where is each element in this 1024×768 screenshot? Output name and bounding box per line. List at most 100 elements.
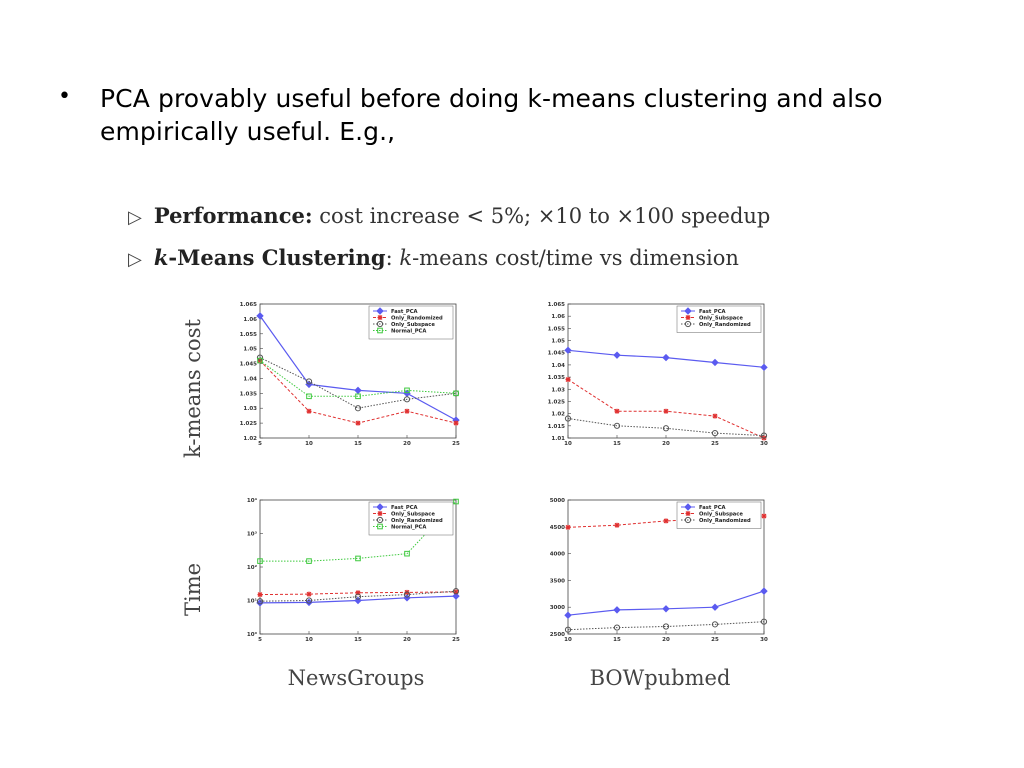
data-point (565, 524, 571, 530)
data-point (564, 626, 572, 633)
data-point (355, 393, 361, 400)
y-tick-label: 1.055 (548, 326, 566, 332)
sub-item-k-bold: k (153, 245, 169, 270)
chart-bowpubmed-cost: 1.01 1.015 1.02 1.025 1.03 1.035 1.04 1.045 1.05… (548, 302, 768, 447)
data-point (711, 430, 719, 437)
data-point (564, 346, 572, 354)
legend-label: Only_Randomized (699, 518, 751, 524)
y-tick-label: 1.03 (243, 406, 257, 412)
x-tick-label: 10 (564, 637, 572, 643)
series-only-randomized (564, 415, 768, 439)
legend-label: Only_Subspace (391, 512, 435, 518)
data-point (613, 606, 621, 614)
bullet-text: PCA provably useful before doing k-means… (100, 84, 883, 146)
y-tick-label: 1.01 (551, 436, 565, 442)
legend-label: Normal_PCA (391, 525, 426, 531)
bullet-marker: • (58, 84, 71, 109)
data-point (761, 513, 767, 519)
series-line (259, 591, 457, 596)
x-tick-label: 5 (258, 441, 262, 447)
data-point (614, 522, 620, 528)
data-point (711, 621, 719, 628)
legend-label: Only_Randomized (391, 316, 443, 322)
series-fast-pca (564, 587, 768, 619)
y-tick-label: 10⁴ (247, 497, 258, 504)
x-tick-label: 5 (258, 637, 262, 643)
data-point (355, 555, 361, 562)
legend-marker (376, 307, 384, 315)
data-point (662, 623, 670, 630)
x-tick-label: 10 (305, 441, 313, 447)
row-label-time: Time (181, 562, 205, 616)
series-fast-pca (564, 346, 768, 372)
y-tick-label: 1.05 (243, 347, 257, 353)
data-point (613, 624, 621, 631)
data-point (614, 408, 620, 414)
sub-item-colon: : (385, 246, 400, 270)
x-tick-label: 25 (711, 441, 719, 447)
y-tick-label: 1.025 (240, 421, 258, 427)
y-tick-label: 1.02 (243, 436, 257, 442)
y-tick-label: 1.055 (240, 332, 258, 338)
data-point (256, 312, 264, 320)
chart-newsgroups-time: 10⁰ 10¹ 10² 10³ 10⁴ 5 10 15 20 25 Fast_PCAOnly_Sub… (247, 497, 460, 643)
x-tick-label: 20 (403, 637, 411, 643)
data-point (355, 420, 361, 426)
data-point (257, 592, 263, 598)
series-only-randomized (564, 618, 768, 633)
legend-marker (376, 516, 384, 524)
legend-marker (684, 516, 692, 524)
data-point (452, 588, 460, 595)
legend-marker (377, 511, 383, 516)
y-tick-label: 1.04 (243, 376, 257, 382)
series-line (259, 357, 457, 409)
sub-item-text: cost increase < 5%; ×10 to ×100 speedup (312, 204, 771, 228)
sub-item-text: -means cost/time vs dimension (412, 246, 739, 270)
legend-marker (684, 307, 692, 315)
y-tick-label: 1.02 (551, 412, 565, 418)
data-point (712, 413, 718, 419)
y-tick-label: 1.035 (548, 375, 566, 381)
y-tick-label: 2500 (550, 632, 565, 638)
dataset-label-bowpubmed: BOWpubmed (589, 666, 731, 690)
x-tick-label: 20 (662, 637, 670, 643)
legend: Fast_PCAOnly_SubspaceOnly_RandomizedNorm… (368, 501, 454, 536)
data-point (662, 353, 670, 362)
series-only-subspace (256, 354, 460, 412)
y-tick-label: 3500 (550, 578, 565, 584)
legend-label: Fast_PCA (699, 505, 726, 511)
data-point (663, 408, 669, 414)
y-tick-label: 3000 (550, 605, 565, 611)
legend-marker (377, 315, 383, 320)
legend-label: Fast_PCA (391, 309, 418, 315)
data-point (760, 587, 768, 595)
x-tick-label: 30 (760, 637, 768, 643)
sub-item-bold: -Means Clustering (168, 245, 386, 270)
legend: Fast_PCAOnly_RandomizedOnly_SubspaceNorm… (368, 305, 454, 340)
data-point (404, 387, 410, 394)
series-line (259, 360, 457, 397)
data-point (453, 498, 459, 505)
row-label-kmeans-cost: k-means cost (181, 319, 205, 458)
legend-marker (376, 320, 384, 328)
data-point (663, 518, 669, 524)
sub-item-kmeans: ▷ k-Means Clustering: k-means cost/time v… (128, 245, 739, 270)
chart-bowpubmed-time: 2500 3000 3500 4000 4500 5000 10 15 20 25 30 Fast_P… (550, 498, 768, 643)
y-tick-label: 1.06 (243, 317, 257, 323)
data-point (760, 618, 768, 625)
triangle-bullet-icon: ▷ (128, 207, 142, 228)
data-point (662, 425, 670, 432)
data-point (306, 591, 312, 597)
legend-label: Only_Subspace (699, 512, 743, 518)
legend-marker (684, 503, 692, 511)
y-tick-label: 5000 (550, 498, 565, 504)
legend-label: Only_Subspace (391, 322, 435, 328)
x-tick-label: 30 (760, 441, 768, 447)
data-point (354, 386, 362, 395)
y-tick-label: 4000 (550, 552, 565, 558)
series-line (567, 515, 765, 528)
y-tick-label: 1.015 (548, 424, 566, 430)
y-tick-label: 1.025 (548, 399, 566, 405)
legend-label: Fast_PCA (699, 309, 726, 315)
